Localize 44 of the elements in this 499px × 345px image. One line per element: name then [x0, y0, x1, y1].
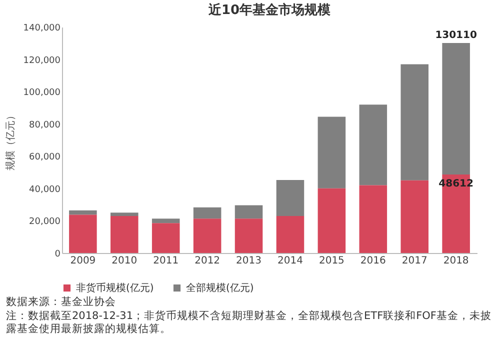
x-tick-label: 2012: [194, 256, 220, 266]
bar: [318, 116, 346, 188]
y-tick-label: 60,000: [29, 152, 61, 163]
bar: [234, 218, 263, 253]
bar: [400, 64, 428, 180]
x-tick-label: 2010: [112, 256, 138, 266]
y-tick-label: 120,000: [23, 56, 61, 66]
bar: [234, 205, 263, 219]
bar: [276, 216, 304, 253]
y-tick-label: 140,000: [23, 24, 61, 34]
x-tick-label: 2009: [70, 256, 96, 266]
bar: [318, 188, 346, 253]
y-tick-label: 0: [54, 250, 61, 260]
y-axis-title: 规模（亿元）: [4, 110, 16, 170]
bar: [442, 42, 470, 175]
bar: [69, 210, 97, 215]
x-tick-label: 2014: [278, 256, 303, 266]
total-label: 130110: [435, 30, 477, 41]
legend-label: 全部规模(亿元): [186, 282, 254, 294]
x-tick-label: 2016: [360, 256, 386, 266]
bar: [152, 223, 180, 253]
text: 注：数据截至2018-12-31；非货币规模不含短期理财基金，全部规模包含ETF联接和FOF基金，未披露基金使用最新披露的规模估算。: [6, 310, 492, 336]
bar: [193, 218, 222, 253]
x-tick-label: 2017: [402, 256, 428, 266]
y-tick-label: 100,000: [23, 88, 61, 98]
source-note: 数据来源：基金业协会: [6, 296, 117, 309]
bar: [193, 207, 222, 219]
x-tick-label: 2015: [318, 256, 344, 266]
x-tick-label: 2018: [443, 256, 469, 266]
x-tick-label: 2013: [236, 256, 262, 266]
bar: [359, 185, 388, 253]
bar: [276, 180, 304, 216]
bar: [400, 180, 428, 253]
y-tick-label: 40,000: [29, 184, 61, 195]
bar: [110, 212, 138, 216]
y-tick-label: 80,000: [29, 120, 61, 130]
bar: [69, 214, 97, 253]
bar: [359, 104, 388, 186]
x-tick-label: 2011: [153, 256, 179, 266]
legend-label: 非货币规模(亿元): [76, 282, 154, 294]
bar: [152, 218, 180, 224]
chart-title: 近10年基金市场规模: [207, 2, 331, 18]
y-tick-label: 20,000: [29, 217, 61, 228]
bar: [110, 216, 138, 253]
